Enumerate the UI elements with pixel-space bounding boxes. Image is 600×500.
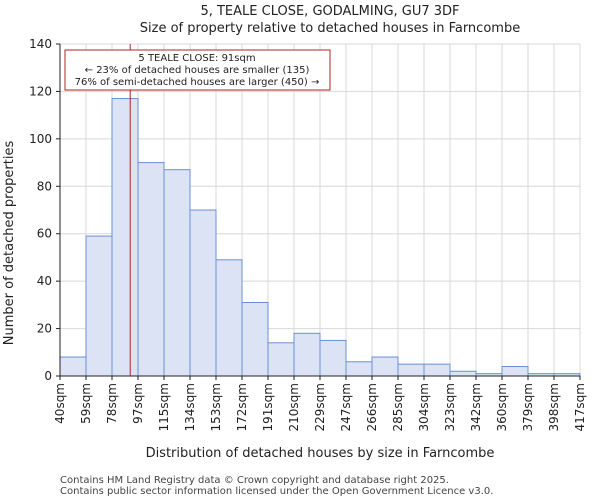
bar-304sqm — [423, 363, 451, 377]
bar-153sqm — [215, 259, 243, 377]
annotation-box: 5 TEALE CLOSE: 91sqm ← 23% of detached h… — [64, 49, 331, 91]
x-tick-label: 398sqm — [547, 383, 561, 431]
y-tick-label: 40 — [37, 274, 52, 288]
y-tick-label: 60 — [37, 227, 52, 241]
bar-247sqm — [345, 361, 373, 377]
y-axis-label: Number of detached properties — [2, 141, 17, 346]
bar-229sqm — [319, 339, 347, 377]
annotation-line-2: ← 23% of detached houses are smaller (13… — [85, 65, 310, 76]
bar-134sqm — [189, 209, 217, 377]
x-tick-label: 342sqm — [469, 383, 483, 431]
x-tick-label: 172sqm — [235, 383, 249, 431]
bar-78sqm — [111, 98, 139, 377]
bars — [59, 98, 581, 377]
bar-59sqm — [85, 235, 113, 377]
y-tick-label: 120 — [29, 84, 52, 98]
y-tick-label: 20 — [37, 322, 52, 336]
x-tick-label: 210sqm — [287, 383, 301, 431]
x-tick-label: 417sqm — [573, 383, 587, 431]
x-axis-ticks: 40sqm 59sqm 78sqm 97sqm 115sqm 134sqm 153sqm 17… — [53, 376, 587, 431]
y-tick-label: 100 — [29, 132, 52, 146]
x-tick-label: 285sqm — [391, 383, 405, 431]
bar-115sqm — [163, 169, 191, 377]
x-tick-label: 191sqm — [261, 383, 275, 431]
annotation-line-1: 5 TEALE CLOSE: 91sqm — [138, 53, 255, 64]
bar-191sqm — [267, 342, 295, 377]
bar-210sqm — [293, 332, 321, 377]
footer-line-1: Contains HM Land Registry data © Crown c… — [60, 475, 449, 486]
x-tick-label: 304sqm — [417, 383, 431, 431]
x-tick-label: 323sqm — [443, 383, 457, 431]
bar-360sqm — [501, 366, 529, 377]
x-tick-label: 59sqm — [79, 383, 93, 424]
x-axis-label: Distribution of detached houses by size … — [146, 446, 495, 461]
bar-40sqm — [59, 356, 87, 377]
bar-285sqm — [397, 363, 425, 377]
x-tick-label: 229sqm — [313, 383, 327, 431]
y-tick-label: 140 — [29, 37, 52, 51]
x-tick-label: 115sqm — [157, 383, 171, 431]
x-tick-label: 379sqm — [521, 383, 535, 431]
x-tick-label: 134sqm — [183, 383, 197, 431]
bar-266sqm — [371, 356, 399, 377]
chart-subtitle: Size of property relative to detached ho… — [140, 21, 520, 36]
bar-97sqm — [137, 162, 165, 377]
bar-323sqm — [449, 370, 477, 377]
x-tick-label: 266sqm — [365, 383, 379, 431]
x-tick-label: 78sqm — [105, 383, 119, 424]
chart-title: 5, TEALE CLOSE, GODALMING, GU7 3DF — [200, 4, 459, 19]
x-tick-label: 247sqm — [339, 383, 353, 431]
x-tick-label: 97sqm — [131, 383, 145, 424]
annotation-line-3: 76% of semi-detached houses are larger (… — [75, 77, 320, 88]
x-tick-label: 360sqm — [495, 383, 509, 431]
bar-172sqm — [241, 301, 269, 377]
x-tick-label: 153sqm — [209, 383, 223, 431]
y-tick-label: 0 — [44, 369, 52, 383]
annotation-frame — [64, 49, 331, 91]
x-tick-label: 40sqm — [53, 383, 67, 424]
y-tick-label: 80 — [37, 179, 52, 193]
footer-line-2: Contains public sector information licen… — [60, 486, 493, 497]
y-axis-ticks: 0 20 40 60 80 100 120 140 — [29, 37, 60, 383]
